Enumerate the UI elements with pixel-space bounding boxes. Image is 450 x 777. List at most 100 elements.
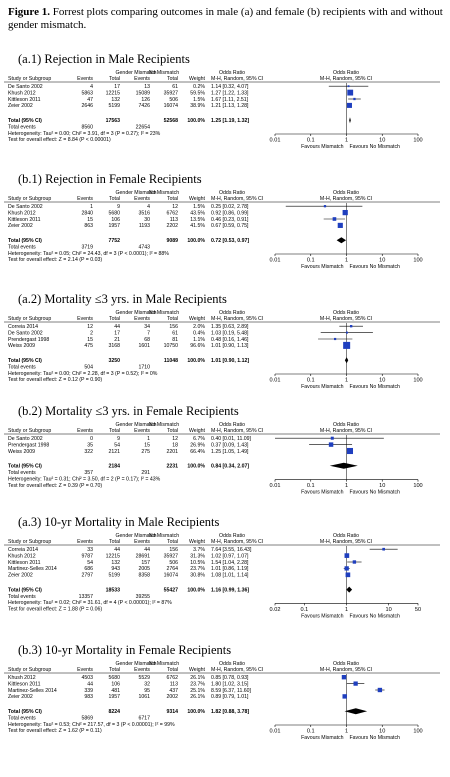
total-ci: 1.16 [0.99, 1.36] [211, 587, 249, 593]
study-weight: 25.1% [190, 688, 205, 694]
study-ci: 1.01 [0.86, 1.19] [211, 566, 249, 572]
study-name: Khush 2012 [8, 90, 36, 96]
total-total1: 17563 [106, 118, 121, 124]
study-marker [344, 553, 350, 558]
x-tick-label: 0.1 [301, 607, 309, 613]
total-total2: 55427 [164, 587, 179, 593]
study-total2: 156 [169, 324, 178, 330]
heterogeneity: Heterogeneity: Tau² = 0.53; Chi² = 217.5… [8, 722, 175, 728]
study-events2: 30 [144, 217, 150, 223]
total-total1: 7752 [108, 238, 120, 244]
study-ci: 1.02 [0.97, 1.07] [211, 553, 249, 559]
study-weight: 23.7% [190, 681, 205, 687]
study-events1: 44 [87, 681, 93, 687]
x-tick-label: 10 [385, 607, 391, 613]
study-ci: 1.14 [0.32, 4.07] [211, 84, 249, 90]
header-method-left: M-H, Random, 95% CI [211, 428, 263, 434]
total-total2: 2231 [166, 464, 178, 470]
study-events2: 68 [144, 337, 150, 343]
x-tick-label: 0.1 [307, 378, 315, 384]
x-tick-label: 1 [345, 483, 348, 489]
header-events1: Events [77, 667, 93, 673]
x-tick-label: 1 [345, 607, 348, 613]
study-events1: 322 [84, 449, 93, 455]
study-weight: 26.9% [190, 442, 205, 448]
study-total1: 12215 [106, 90, 121, 96]
header-or-left: Odds Ratio [219, 533, 245, 539]
study-marker [345, 572, 351, 578]
x-tick-label: 10 [379, 378, 385, 384]
total-weight: 100.0% [187, 358, 205, 364]
study-events2: 7426 [138, 103, 150, 109]
favours-left: Favours Mismatch [301, 613, 343, 619]
x-tick-label: 0.1 [307, 483, 315, 489]
study-marker [347, 89, 354, 96]
study-weight: 26.1% [190, 694, 205, 700]
total-ci: 1.01 [0.90, 1.12] [211, 358, 249, 364]
study-events1: 2840 [81, 210, 93, 216]
total-label: Total (95% CI) [8, 238, 42, 244]
total-ci: 0.72 [0.53, 0.97] [211, 238, 249, 244]
study-weight: 1.5% [193, 97, 205, 103]
study-events2: 1061 [138, 694, 150, 700]
header-study: Study or Subgroup [8, 196, 51, 202]
study-events1: 4503 [81, 675, 93, 681]
study-weight: 1.5% [193, 204, 205, 210]
study-events1: 4 [90, 84, 93, 90]
study-name: Weiss 2009 [8, 449, 35, 455]
x-tick-label: 10 [379, 483, 385, 489]
header-method-left: M-H, Random, 95% CI [211, 667, 263, 673]
total-total1: 18533 [106, 587, 121, 593]
study-marker [346, 447, 354, 455]
favours-right: Favours No Mismatch [350, 384, 401, 390]
header-total1: Total [109, 667, 120, 673]
overall-effect: Test for overall effect: Z = 2.14 (P = 0… [8, 257, 102, 263]
study-weight: 2.0% [193, 324, 205, 330]
study-total2: 2764 [166, 566, 178, 572]
study-marker [328, 442, 334, 447]
study-total2: 2202 [166, 223, 178, 229]
overall-effect: Test for overall effect: Z = 0.12 (P = 0… [8, 377, 102, 383]
total-events2: 291 [141, 470, 150, 476]
header-weight: Weight [189, 76, 206, 82]
header-total2: Total [167, 196, 178, 202]
header-method-left: M-H, Random, 95% CI [211, 316, 263, 322]
study-name: Zeier 2002 [8, 694, 33, 700]
header-or-right: Odds Ratio [333, 70, 359, 76]
header-group2: No Mismatch [149, 661, 179, 667]
study-weight: 26.1% [190, 675, 205, 681]
header-total2: Total [167, 539, 178, 545]
study-marker [352, 560, 357, 564]
header-method-right: M-H, Random, 95% CI [320, 76, 372, 82]
header-or-right: Odds Ratio [333, 190, 359, 196]
x-tick-label: 1 [345, 378, 348, 384]
total-weight: 100.0% [187, 238, 205, 244]
total-weight: 100.0% [187, 709, 205, 715]
study-events1: 9787 [81, 553, 93, 559]
total-total1: 2184 [108, 464, 120, 470]
x-tick-label: 100 [413, 138, 422, 144]
study-name: Kittleson 2011 [8, 97, 41, 103]
study-ci: 0.67 [0.59, 0.75] [211, 223, 249, 229]
favours-left: Favours Mismatch [301, 735, 343, 741]
x-tick-label: 0.01 [270, 138, 281, 144]
header-method-left: M-H, Random, 95% CI [211, 76, 263, 82]
total-label: Total (95% CI) [8, 118, 42, 124]
total-events1: 504 [84, 364, 93, 370]
study-weight: 3.7% [193, 547, 205, 553]
total-events-label: Total events [8, 470, 36, 476]
total-events1: 13357 [79, 594, 94, 600]
study-events1: 686 [84, 566, 93, 572]
header-group2: No Mismatch [149, 422, 179, 428]
heterogeneity: Heterogeneity: Tau² = 0.31; Chi² = 3.50,… [8, 476, 161, 482]
study-total1: 44 [114, 547, 120, 553]
total-total2: 9314 [166, 709, 178, 715]
total-total2: 52568 [164, 118, 179, 124]
header-method-left: M-H, Random, 95% CI [211, 196, 263, 202]
header-weight: Weight [189, 667, 206, 673]
study-total2: 6762 [166, 675, 178, 681]
study-ci: 7.64 [3.55, 16.43] [211, 547, 252, 553]
study-events1: 12 [87, 324, 93, 330]
study-total1: 132 [111, 97, 120, 103]
